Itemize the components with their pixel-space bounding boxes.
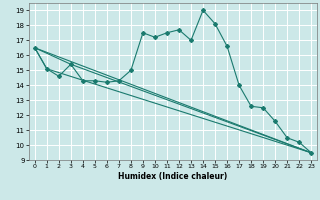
X-axis label: Humidex (Indice chaleur): Humidex (Indice chaleur) [118,172,228,181]
